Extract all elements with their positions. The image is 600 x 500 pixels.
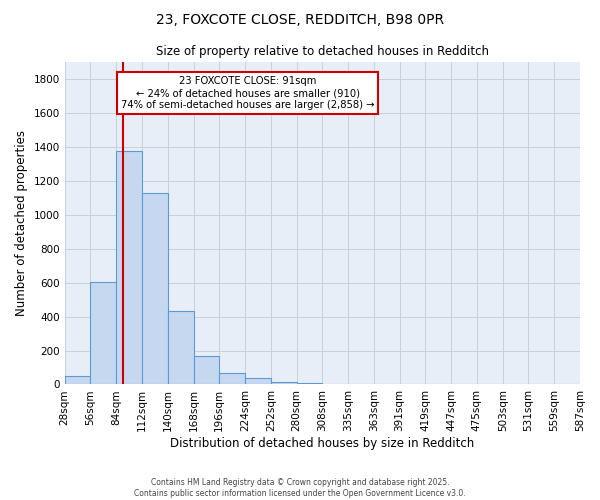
Bar <box>296 383 322 384</box>
Bar <box>271 382 296 384</box>
Text: Contains HM Land Registry data © Crown copyright and database right 2025.
Contai: Contains HM Land Registry data © Crown c… <box>134 478 466 498</box>
Bar <box>116 151 142 384</box>
Bar <box>219 374 245 384</box>
Bar <box>65 376 91 384</box>
Bar <box>193 356 219 384</box>
Bar <box>245 378 271 384</box>
Text: 23 FOXCOTE CLOSE: 91sqm
← 24% of detached houses are smaller (910)
74% of semi-d: 23 FOXCOTE CLOSE: 91sqm ← 24% of detache… <box>121 76 374 110</box>
Title: Size of property relative to detached houses in Redditch: Size of property relative to detached ho… <box>156 45 489 58</box>
Bar <box>142 192 168 384</box>
Bar <box>168 312 193 384</box>
Text: 23, FOXCOTE CLOSE, REDDITCH, B98 0PR: 23, FOXCOTE CLOSE, REDDITCH, B98 0PR <box>156 12 444 26</box>
Bar <box>91 282 116 384</box>
Y-axis label: Number of detached properties: Number of detached properties <box>15 130 28 316</box>
X-axis label: Distribution of detached houses by size in Redditch: Distribution of detached houses by size … <box>170 437 475 450</box>
